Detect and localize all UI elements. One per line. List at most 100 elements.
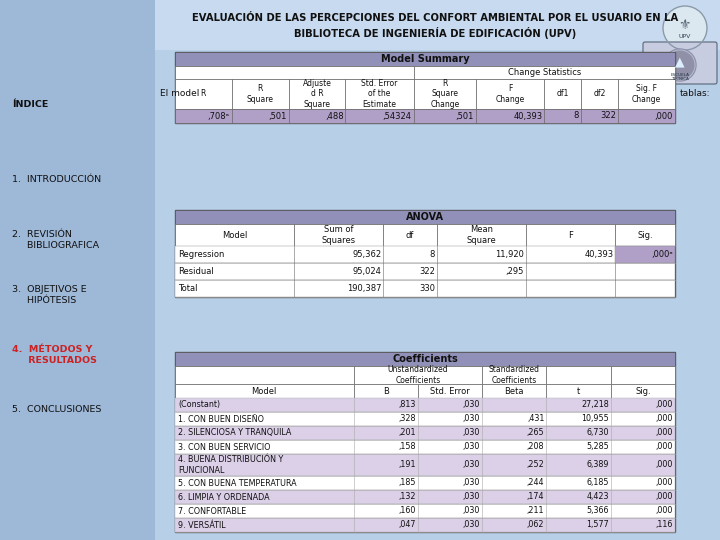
Text: 3.  OBJETIVOS E
     HIPÓTESIS: 3. OBJETIVOS E HIPÓTESIS [12, 285, 86, 305]
Text: ,030: ,030 [463, 478, 480, 488]
FancyBboxPatch shape [618, 79, 675, 109]
FancyBboxPatch shape [544, 79, 581, 109]
Text: 322: 322 [600, 111, 616, 120]
FancyBboxPatch shape [175, 109, 675, 123]
Text: 8: 8 [574, 111, 580, 120]
Text: ,160: ,160 [398, 507, 416, 516]
FancyBboxPatch shape [175, 366, 354, 384]
Text: ,265: ,265 [527, 429, 544, 437]
FancyBboxPatch shape [616, 224, 675, 246]
Text: R
Square: R Square [247, 84, 274, 104]
FancyBboxPatch shape [175, 263, 675, 280]
Text: R
Square
Change: R Square Change [431, 79, 459, 109]
FancyBboxPatch shape [643, 42, 717, 84]
Text: Sig.: Sig. [637, 231, 653, 240]
FancyBboxPatch shape [294, 224, 383, 246]
FancyBboxPatch shape [175, 224, 294, 246]
FancyBboxPatch shape [546, 384, 611, 398]
Text: ,030: ,030 [463, 461, 480, 469]
Text: ÍNDICE: ÍNDICE [12, 100, 48, 109]
Circle shape [664, 49, 696, 81]
FancyBboxPatch shape [418, 384, 482, 398]
Text: 322: 322 [419, 267, 435, 276]
Text: ANOVA: ANOVA [406, 212, 444, 222]
Text: BIBLIOTECA DE INGENIERÍA DE EDIFICACIÓN (UPV): BIBLIOTECA DE INGENIERÍA DE EDIFICACIÓN … [294, 27, 576, 39]
Text: 2. SILENCIOSA Y TRANQUILA: 2. SILENCIOSA Y TRANQUILA [178, 429, 292, 437]
Text: 1. CON BUEN DISEÑO: 1. CON BUEN DISEÑO [178, 415, 264, 423]
Text: 8: 8 [430, 250, 435, 259]
FancyBboxPatch shape [175, 518, 675, 532]
Text: 1.  INTRODUCCIÓN: 1. INTRODUCCIÓN [12, 175, 101, 184]
Text: ,030: ,030 [463, 429, 480, 437]
FancyBboxPatch shape [175, 504, 675, 518]
Text: ,501: ,501 [269, 111, 287, 120]
Text: ,000: ,000 [654, 111, 673, 120]
Text: ,708ᵃ: ,708ᵃ [208, 111, 230, 120]
Text: Beta: Beta [505, 387, 524, 395]
Text: 5,285: 5,285 [586, 442, 608, 451]
Text: Model: Model [222, 231, 247, 240]
Text: 4. BUENA DISTRIBUCIÓN Y
FUNCIONAL: 4. BUENA DISTRIBUCIÓN Y FUNCIONAL [178, 455, 283, 475]
Text: 6,389: 6,389 [586, 461, 608, 469]
FancyBboxPatch shape [354, 384, 418, 398]
FancyBboxPatch shape [175, 426, 675, 440]
FancyBboxPatch shape [155, 0, 720, 50]
Text: ,431: ,431 [527, 415, 544, 423]
Text: Model: Model [251, 387, 277, 395]
Text: B: B [383, 387, 389, 395]
Circle shape [663, 6, 707, 50]
Text: ,132: ,132 [398, 492, 416, 502]
Text: Total: Total [178, 284, 197, 293]
Text: Model Summary: Model Summary [381, 54, 469, 64]
Text: ESCUELA
TÉCNICA: ESCUELA TÉCNICA [670, 73, 690, 82]
Text: 330: 330 [419, 284, 435, 293]
Text: ,030: ,030 [463, 521, 480, 530]
Text: 27,218: 27,218 [581, 401, 608, 409]
Text: F: F [568, 231, 573, 240]
Text: df1: df1 [557, 90, 569, 98]
FancyBboxPatch shape [175, 440, 675, 454]
Text: 5. CON BUENA TEMPERATURA: 5. CON BUENA TEMPERATURA [178, 478, 297, 488]
FancyBboxPatch shape [346, 79, 413, 109]
Text: ,000: ,000 [656, 415, 673, 423]
FancyBboxPatch shape [175, 352, 675, 532]
FancyBboxPatch shape [175, 210, 675, 224]
Text: ,295: ,295 [506, 267, 524, 276]
Text: ,211: ,211 [527, 507, 544, 516]
FancyBboxPatch shape [413, 66, 675, 79]
FancyBboxPatch shape [0, 0, 155, 540]
Text: Residual: Residual [178, 267, 214, 276]
Text: ,158: ,158 [398, 442, 416, 451]
FancyBboxPatch shape [175, 52, 675, 123]
FancyBboxPatch shape [482, 384, 546, 398]
Text: ,813: ,813 [398, 401, 416, 409]
Text: t: t [577, 387, 580, 395]
Text: Coefficients: Coefficients [392, 354, 458, 364]
Text: 95,362: 95,362 [352, 250, 382, 259]
FancyBboxPatch shape [175, 384, 354, 398]
Text: 10,955: 10,955 [581, 415, 608, 423]
Text: ,116: ,116 [656, 521, 673, 530]
Text: 6,730: 6,730 [586, 429, 608, 437]
Text: Standardized
Coefficients: Standardized Coefficients [489, 365, 540, 384]
Text: 40,393: 40,393 [585, 250, 613, 259]
Text: F
Change: F Change [495, 84, 525, 104]
Text: ,000: ,000 [656, 507, 673, 516]
Text: ,030: ,030 [463, 492, 480, 502]
Text: Std. Error: Std. Error [430, 387, 470, 395]
Text: 5.  CONCLUSIONES: 5. CONCLUSIONES [12, 405, 102, 414]
FancyBboxPatch shape [476, 79, 544, 109]
Text: ,201: ,201 [398, 429, 416, 437]
Text: ,252: ,252 [526, 461, 544, 469]
FancyBboxPatch shape [289, 79, 346, 109]
Text: Sig.: Sig. [635, 387, 651, 395]
Text: ,000ᵃ: ,000ᵃ [652, 250, 673, 259]
Text: ,030: ,030 [463, 442, 480, 451]
Text: 11,920: 11,920 [495, 250, 524, 259]
FancyBboxPatch shape [232, 79, 289, 109]
Text: ,030: ,030 [463, 415, 480, 423]
FancyBboxPatch shape [175, 246, 675, 263]
Text: 7. CONFORTABLE: 7. CONFORTABLE [178, 507, 246, 516]
FancyBboxPatch shape [175, 454, 675, 476]
Text: tablas:: tablas: [680, 90, 711, 98]
